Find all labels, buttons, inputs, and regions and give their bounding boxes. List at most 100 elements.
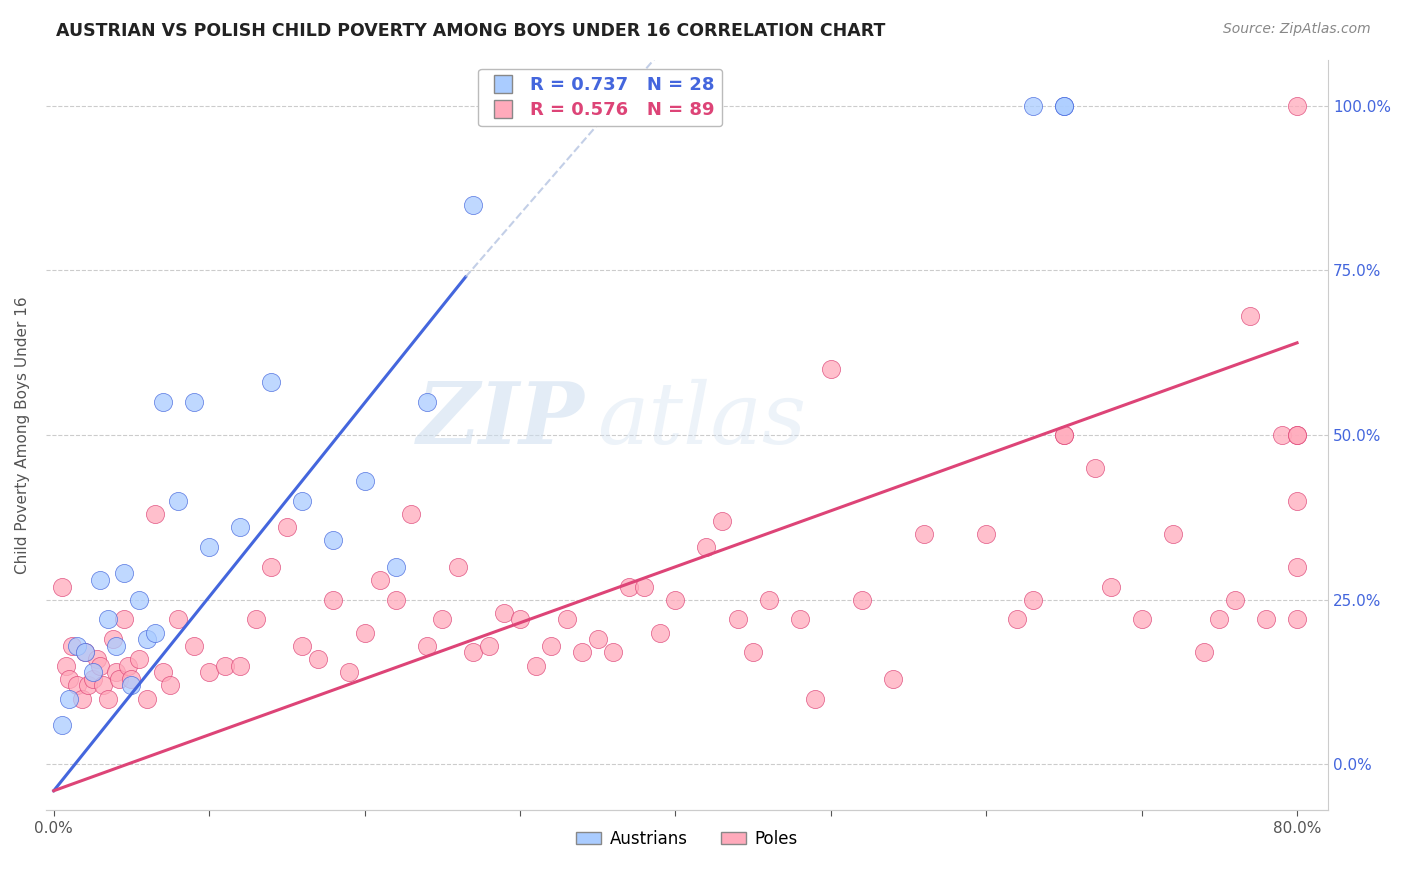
Y-axis label: Child Poverty Among Boys Under 16: Child Poverty Among Boys Under 16 (15, 296, 30, 574)
Point (120, 672, 142, 686)
Point (159, 678, 181, 692)
Point (912, 526, 935, 541)
Point (416, 639, 439, 653)
Point (291, 639, 314, 653)
Point (183, 639, 205, 653)
Point (727, 612, 749, 626)
Point (648, 625, 671, 640)
Point (108, 672, 131, 686)
Point (1053, 99, 1076, 113)
Point (711, 514, 734, 528)
Point (416, 395, 439, 409)
Point (1286, 559, 1309, 574)
Point (167, 612, 190, 626)
Point (494, 606, 516, 620)
Point (820, 362, 842, 376)
Point (974, 526, 997, 541)
Legend: Austrians, Poles: Austrians, Poles (569, 823, 804, 855)
Point (353, 474, 375, 488)
Point (89, 658, 111, 673)
Point (260, 559, 283, 574)
Point (1192, 645, 1215, 659)
Point (82, 665, 104, 680)
Point (152, 395, 174, 409)
Point (1161, 526, 1184, 541)
Point (1286, 428, 1309, 442)
Point (120, 678, 142, 692)
Point (617, 580, 640, 594)
Text: AUSTRIAN VS POLISH CHILD POVERTY AMONG BOYS UNDER 16 CORRELATION CHART: AUSTRIAN VS POLISH CHILD POVERTY AMONG B… (56, 22, 886, 40)
Point (478, 639, 501, 653)
Point (51, 580, 73, 594)
Point (128, 592, 150, 607)
Point (112, 566, 135, 581)
Point (789, 612, 811, 626)
Point (229, 658, 252, 673)
Point (432, 612, 454, 626)
Point (198, 665, 221, 680)
Point (1254, 612, 1277, 626)
Point (1286, 428, 1309, 442)
Point (60, 639, 83, 653)
Point (664, 592, 686, 607)
Point (509, 612, 531, 626)
Point (51, 718, 73, 732)
Point (58, 672, 80, 686)
Point (1286, 612, 1309, 626)
Point (695, 540, 717, 554)
Point (1022, 592, 1045, 607)
Point (602, 645, 624, 659)
Point (851, 592, 873, 607)
Point (447, 559, 470, 574)
Point (1084, 461, 1107, 475)
Point (260, 376, 283, 390)
Point (1208, 612, 1230, 626)
Point (399, 507, 422, 521)
Point (82, 672, 104, 686)
Point (77, 678, 100, 692)
Point (1007, 612, 1029, 626)
Point (128, 652, 150, 666)
Point (353, 625, 375, 640)
Point (540, 639, 562, 653)
Point (1053, 99, 1076, 113)
Point (143, 507, 166, 521)
Point (89, 573, 111, 587)
Point (86, 652, 108, 666)
Point (58, 691, 80, 706)
Point (322, 533, 344, 548)
Point (1286, 99, 1309, 113)
Point (97, 691, 120, 706)
Point (143, 625, 166, 640)
Point (214, 658, 236, 673)
Point (73, 645, 96, 659)
Point (524, 658, 547, 673)
Point (463, 197, 485, 211)
Point (73, 645, 96, 659)
Point (368, 573, 391, 587)
Point (104, 639, 127, 653)
Point (384, 559, 406, 574)
Point (1270, 428, 1292, 442)
Point (136, 691, 159, 706)
Point (101, 632, 124, 647)
Point (276, 520, 298, 534)
Point (307, 652, 329, 666)
Point (742, 645, 765, 659)
Point (152, 665, 174, 680)
Text: ZIP: ZIP (416, 378, 585, 462)
Text: Source: ZipAtlas.com: Source: ZipAtlas.com (1223, 22, 1371, 37)
Point (66, 639, 89, 653)
Point (104, 665, 127, 680)
Point (758, 592, 780, 607)
Point (804, 691, 827, 706)
Point (1239, 310, 1261, 324)
Point (1130, 612, 1153, 626)
Point (70, 691, 93, 706)
Point (229, 520, 252, 534)
Text: atlas: atlas (598, 379, 807, 461)
Point (1223, 592, 1246, 607)
Point (93, 678, 115, 692)
Point (633, 580, 655, 594)
Point (384, 592, 406, 607)
